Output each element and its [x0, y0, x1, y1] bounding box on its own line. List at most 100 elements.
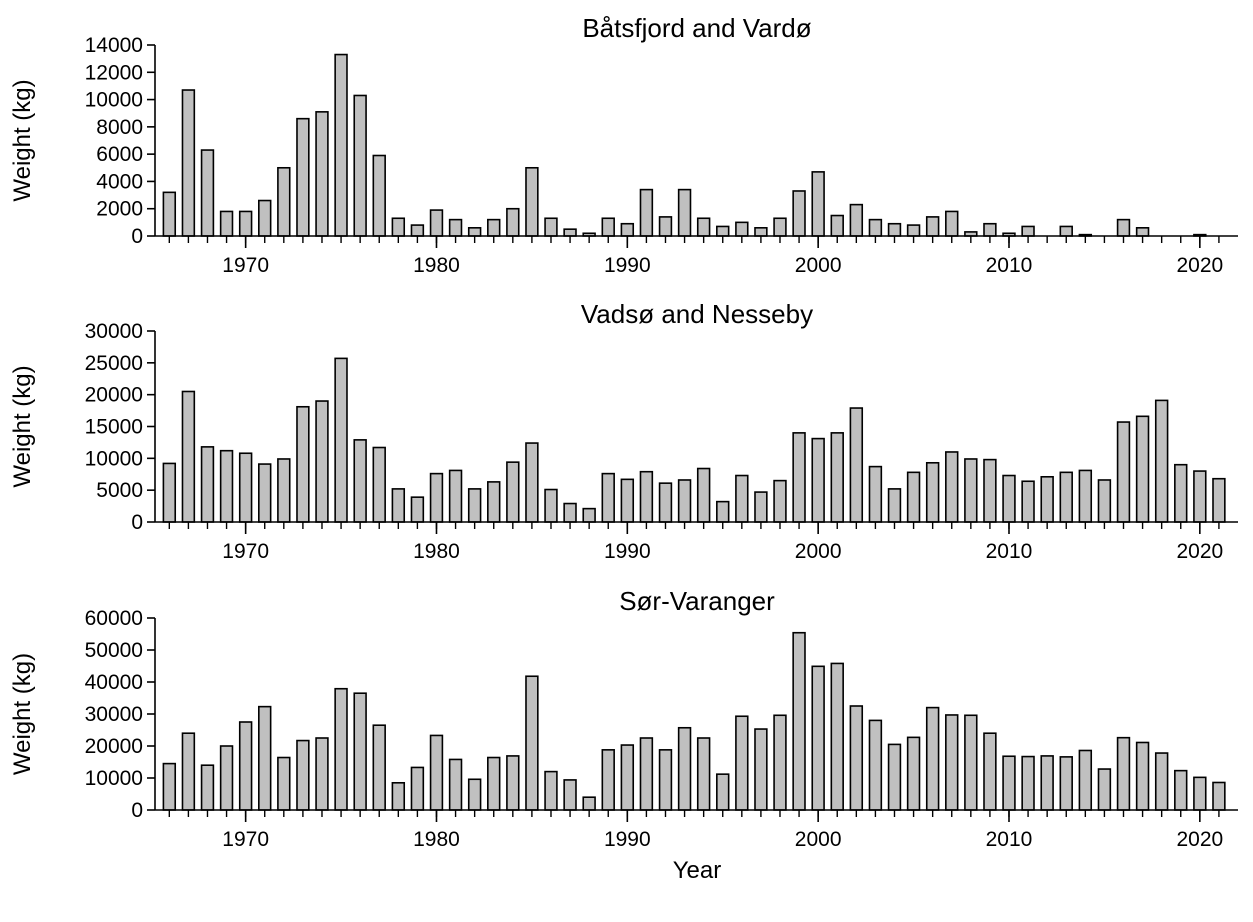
bar — [372, 446, 386, 523]
bar — [467, 778, 482, 811]
bar — [1002, 474, 1016, 523]
bar — [506, 755, 520, 811]
x-tick-label: 2000 — [795, 254, 842, 277]
bar — [925, 706, 940, 811]
x-tick-label: 2010 — [986, 254, 1033, 277]
bar — [887, 222, 902, 237]
bar — [773, 479, 787, 523]
bar — [258, 199, 272, 237]
bar — [410, 496, 425, 523]
x-tick-label: 2020 — [1176, 540, 1223, 563]
x-tick-label: 1990 — [604, 828, 651, 851]
bar — [925, 216, 940, 237]
bar — [1193, 776, 1207, 811]
bar — [410, 766, 425, 811]
y-tick-label: 14000 — [85, 34, 143, 57]
bar — [372, 724, 386, 811]
bar — [315, 737, 329, 811]
bar — [391, 488, 406, 523]
bar — [868, 218, 883, 237]
bar — [315, 400, 329, 523]
y-tick-label: 15000 — [85, 416, 143, 439]
bar — [353, 94, 367, 237]
bar — [830, 214, 844, 237]
bar — [906, 224, 921, 237]
bar — [658, 749, 673, 811]
bar — [735, 221, 749, 237]
y-tick-label: 25000 — [85, 352, 143, 375]
bar — [677, 479, 692, 523]
bar — [620, 222, 635, 237]
bar — [1021, 225, 1035, 237]
y-tick-label: 8000 — [96, 116, 143, 139]
bar — [945, 210, 959, 237]
bar — [162, 762, 177, 811]
bar — [1078, 469, 1093, 523]
bar — [1116, 736, 1131, 811]
bar — [487, 481, 501, 523]
bar — [849, 203, 864, 237]
y-tick-label: 2000 — [96, 198, 143, 221]
bar — [448, 469, 463, 523]
bar — [258, 705, 272, 811]
bar — [1212, 477, 1226, 523]
bar — [334, 687, 348, 811]
bar — [487, 218, 501, 237]
bar — [219, 449, 234, 523]
bar — [983, 732, 997, 811]
y-tick-label: 30000 — [85, 320, 143, 343]
bar — [849, 705, 864, 811]
bar — [277, 458, 291, 523]
y-tick-label: 20000 — [85, 384, 143, 407]
bar — [238, 210, 253, 237]
bar — [868, 465, 883, 523]
bar — [582, 507, 596, 523]
bar — [773, 217, 787, 237]
bar — [1002, 755, 1016, 811]
y-tick-label: 0 — [131, 799, 143, 822]
bar — [200, 446, 215, 523]
bar — [849, 407, 864, 523]
bar — [372, 154, 386, 237]
bar — [792, 631, 806, 811]
bar — [639, 737, 654, 811]
y-tick-label: 12000 — [85, 61, 143, 84]
bar — [181, 89, 196, 237]
y-axis-label: Weight (kg) — [9, 79, 36, 201]
bar — [639, 470, 654, 523]
bar — [1040, 755, 1054, 811]
x-tick-label: 2000 — [795, 540, 842, 563]
y-tick-label: 10000 — [85, 447, 143, 470]
bar — [1135, 741, 1150, 811]
bar — [754, 227, 768, 237]
x-tick-label: 1970 — [222, 828, 269, 851]
bar — [735, 474, 749, 523]
bar — [811, 171, 825, 237]
bar — [563, 779, 577, 811]
bar — [1097, 768, 1112, 811]
bar — [620, 478, 635, 523]
bar — [315, 111, 329, 237]
bar — [811, 437, 825, 523]
bar — [1021, 480, 1035, 523]
x-tick-label: 1970 — [222, 540, 269, 563]
bar — [1193, 470, 1207, 523]
bar — [353, 439, 367, 523]
x-tick-label: 2000 — [795, 828, 842, 851]
bar — [601, 472, 615, 523]
y-tick-label: 40000 — [85, 671, 143, 694]
bar — [544, 217, 558, 237]
bar — [429, 734, 444, 811]
bar — [1154, 399, 1169, 523]
bar — [277, 166, 291, 237]
bar — [754, 491, 768, 523]
bar — [277, 756, 291, 811]
y-tick-label: 30000 — [85, 703, 143, 726]
bar — [887, 488, 902, 523]
bar — [1059, 225, 1073, 237]
bar — [677, 726, 692, 811]
x-tick-label: 1980 — [413, 828, 460, 851]
bar — [258, 463, 272, 523]
x-tick-label: 1980 — [413, 254, 460, 277]
